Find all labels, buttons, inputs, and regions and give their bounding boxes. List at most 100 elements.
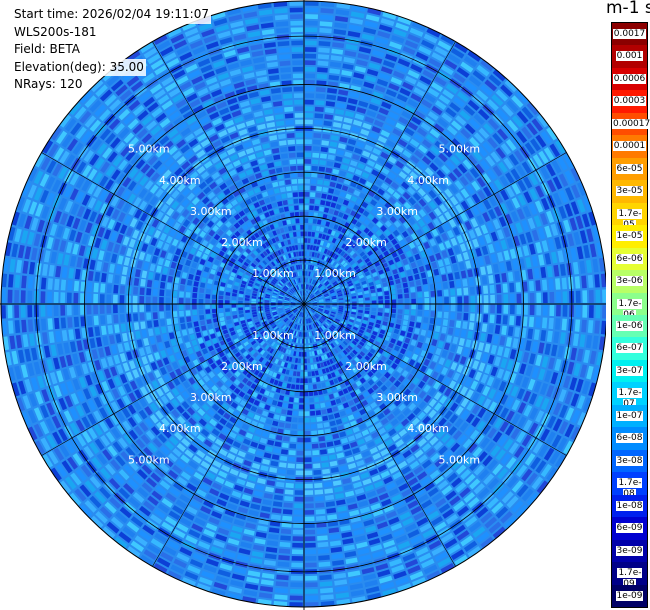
range-gate	[358, 394, 365, 401]
range-gate	[201, 403, 210, 412]
range-gate	[304, 305, 306, 311]
range-gate	[538, 342, 545, 354]
range-gate	[352, 175, 360, 182]
range-gate	[596, 242, 604, 257]
range-gate	[284, 327, 289, 332]
range-gate	[554, 139, 566, 154]
range-gate	[391, 166, 401, 175]
range-gate	[87, 399, 97, 411]
range-gate	[210, 333, 216, 340]
range-gate	[354, 432, 363, 440]
range-gate	[378, 308, 383, 312]
range-gate	[355, 268, 361, 274]
range-gate	[110, 344, 118, 355]
range-gate	[345, 393, 352, 401]
range-gate	[129, 217, 138, 228]
range-gate	[437, 259, 444, 268]
range-gate	[441, 232, 449, 242]
range-gate	[132, 295, 138, 304]
range-gate	[238, 547, 251, 556]
range-gate	[176, 156, 187, 165]
range-gate	[484, 233, 492, 244]
range-gate	[320, 277, 325, 282]
range-gate	[147, 442, 158, 453]
range-gate	[144, 406, 153, 416]
range-gate	[563, 440, 574, 455]
range-gate	[404, 298, 410, 304]
range-gate	[218, 250, 225, 257]
range-gate	[362, 283, 368, 288]
range-gate	[335, 9, 350, 16]
range-gate	[250, 349, 256, 356]
range-gate	[344, 490, 355, 498]
range-gate	[266, 346, 272, 352]
range-gate	[243, 361, 250, 368]
range-gate	[475, 247, 482, 257]
range-gate	[147, 372, 156, 382]
range-gate	[201, 206, 210, 215]
range-gate	[222, 233, 229, 241]
range-gate	[265, 313, 271, 317]
range-gate	[162, 357, 170, 366]
range-gate	[212, 289, 218, 295]
range-gate	[122, 176, 132, 188]
range-gate	[500, 84, 513, 97]
range-gate	[506, 99, 519, 113]
range-gate	[419, 75, 432, 85]
range-gate	[366, 490, 377, 498]
range-gate	[305, 304, 311, 306]
range-gate	[182, 411, 191, 420]
range-gate	[312, 299, 317, 302]
range-gate	[164, 157, 175, 167]
range-gate	[304, 297, 306, 303]
range-gate	[557, 250, 565, 263]
range-gate	[312, 245, 317, 251]
range-gate	[345, 193, 352, 200]
range-gate	[444, 304, 449, 312]
range-gate	[304, 371, 308, 377]
range-gate	[516, 304, 522, 315]
range-gate	[48, 331, 55, 344]
range-gate	[304, 338, 306, 344]
range-gate	[244, 583, 259, 591]
range-gate	[128, 205, 137, 216]
range-gate	[291, 556, 303, 561]
range-gate	[233, 387, 241, 395]
range-gate	[193, 321, 199, 327]
range-gate	[200, 534, 213, 544]
range-gate	[313, 280, 318, 286]
range-gate	[197, 264, 204, 271]
range-gate	[288, 321, 293, 327]
range-gate	[424, 116, 435, 127]
range-gate	[502, 283, 508, 293]
range-gate	[127, 180, 137, 192]
range-gate	[321, 220, 326, 226]
range-gate	[338, 305, 344, 308]
range-gate	[332, 42, 345, 49]
range-gate	[316, 349, 321, 355]
range-gate	[298, 325, 301, 331]
range-gate	[447, 247, 455, 256]
range-gate	[99, 203, 109, 214]
range-gate	[431, 545, 445, 556]
range-gate	[323, 207, 330, 213]
range-gate	[363, 287, 369, 292]
range-gate	[119, 224, 128, 235]
range-gate	[110, 459, 121, 471]
range-gate	[327, 228, 333, 235]
range-gate	[311, 307, 317, 310]
range-gate	[293, 316, 297, 322]
range-gate	[150, 125, 162, 136]
range-gate	[320, 1, 335, 8]
range-gate	[218, 304, 224, 309]
range-gate	[218, 363, 226, 370]
range-gate	[433, 268, 440, 276]
range-gate	[312, 218, 318, 224]
range-gate	[359, 215, 366, 223]
range-gate	[329, 379, 335, 386]
range-gate	[405, 176, 414, 185]
range-gate	[482, 385, 491, 396]
range-gate	[423, 291, 429, 298]
range-gate	[374, 515, 386, 523]
range-gate	[409, 460, 420, 470]
